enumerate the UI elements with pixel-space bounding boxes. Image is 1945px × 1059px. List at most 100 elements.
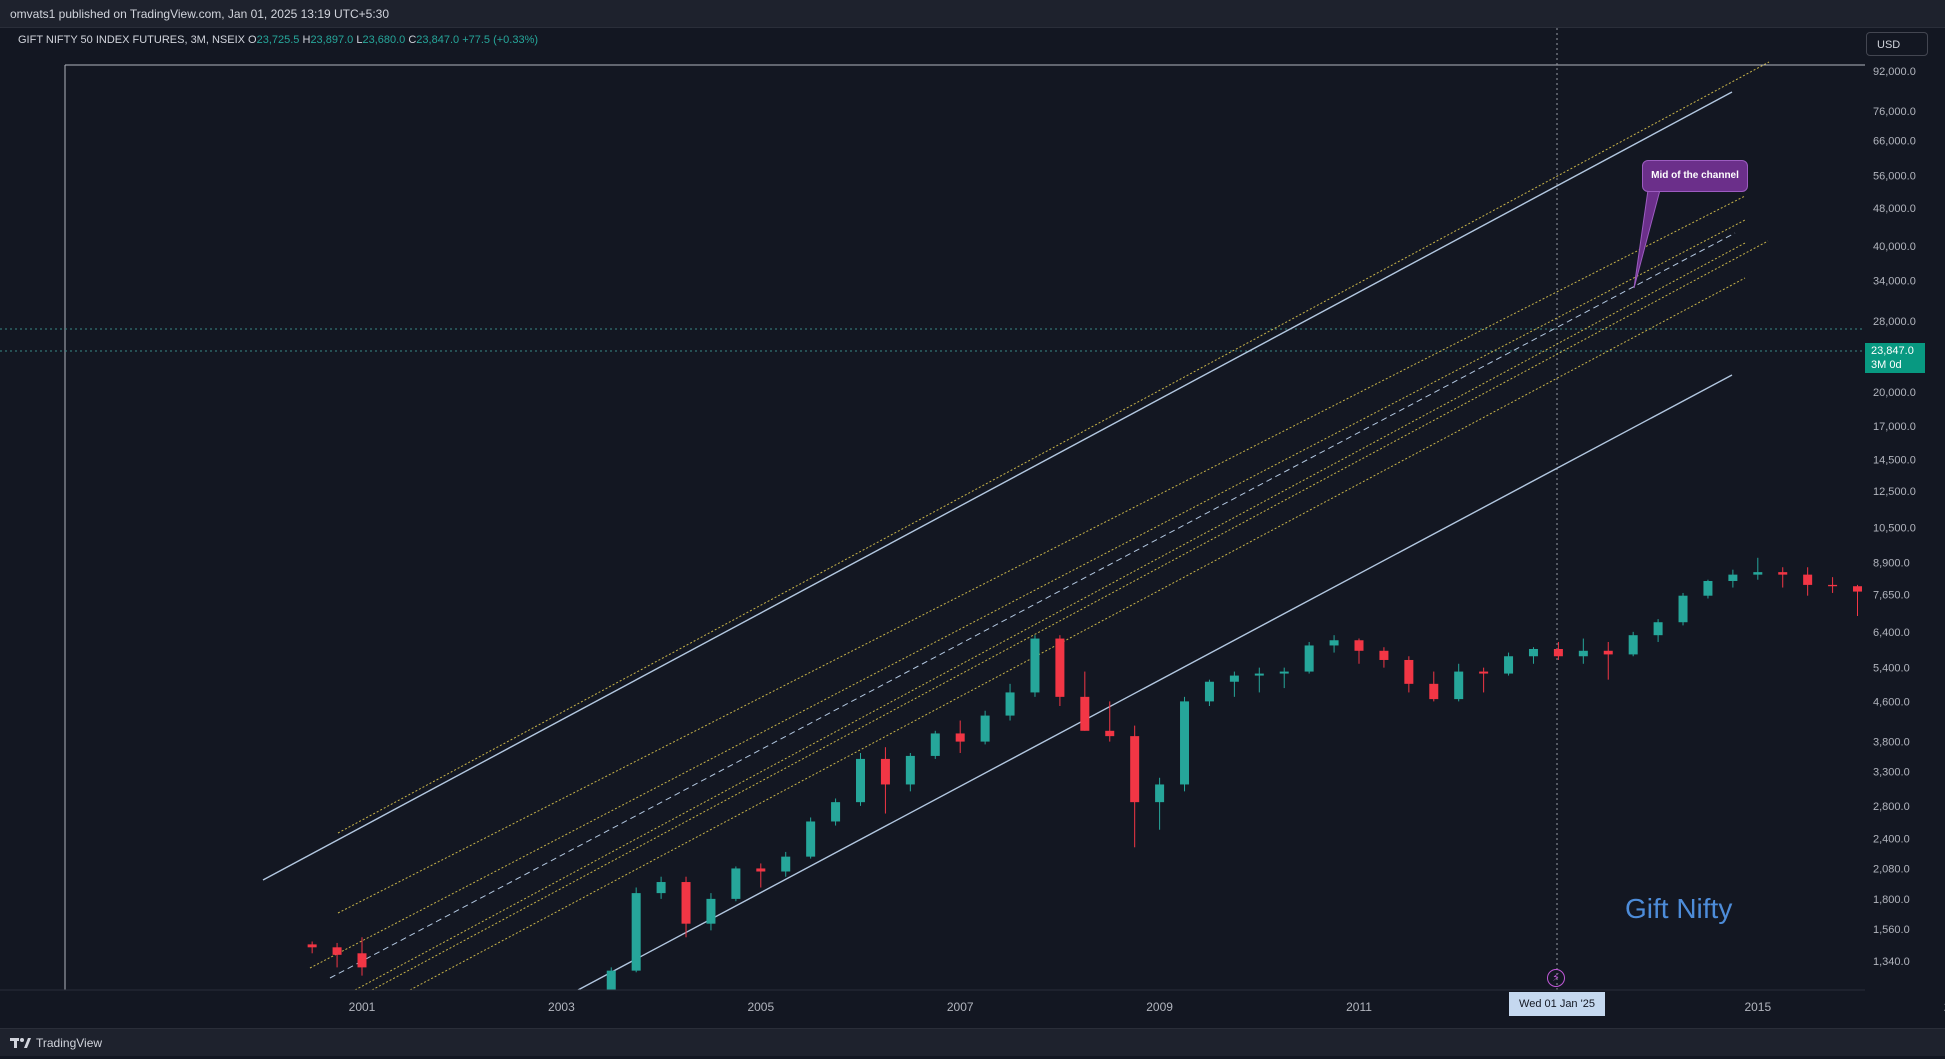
price-tick-label: 6,400.0	[1873, 627, 1910, 639]
channel-upper-outer-band	[337, 61, 1770, 834]
candle-body	[1180, 701, 1190, 785]
high-value: 23,897.0	[310, 34, 354, 46]
low-value: 23,680.0	[362, 34, 406, 46]
symbol-title: GIFT NIFTY 50 INDEX FUTURES, 3M, NSEIX	[18, 34, 245, 46]
time-tick-label: 2009	[1146, 1000, 1173, 1014]
candle	[1105, 701, 1115, 742]
candle-body	[1229, 675, 1239, 682]
candle-body	[1279, 671, 1289, 674]
candle-body	[1603, 650, 1613, 655]
candle-body	[756, 868, 766, 872]
price-tick-label: 66,000.0	[1873, 136, 1916, 148]
candle	[631, 887, 641, 973]
crosshair-date-label: Wed 01 Jan '25	[1509, 992, 1605, 1016]
price-tick-label: 10,500.0	[1873, 523, 1916, 535]
candle-body	[706, 898, 716, 924]
price-tick-label: 3,800.0	[1873, 737, 1910, 749]
chart-frame	[0, 28, 1865, 990]
price-tick-label: 28,000.0	[1873, 316, 1916, 328]
price-tick-label: 92,000.0	[1873, 66, 1916, 78]
candle	[756, 863, 766, 888]
footer-bar: TradingView	[0, 1028, 1945, 1056]
channel-upper-line	[262, 91, 1733, 881]
candle	[1005, 683, 1015, 721]
time-axis[interactable]: 2001200320052007200920112013201520172019…	[0, 989, 1945, 1028]
candle-body	[806, 821, 816, 857]
candle	[1254, 667, 1264, 693]
candle-body	[1703, 580, 1713, 596]
candle	[1080, 671, 1090, 731]
price-tick-label: 17,000.0	[1873, 421, 1916, 433]
time-tick-label: 2001	[349, 1000, 376, 1014]
published-text: omvats1 published on TradingView.com, Ja…	[10, 7, 390, 21]
candle-body	[856, 758, 865, 803]
candle-body	[1105, 730, 1115, 737]
candle-body	[955, 733, 965, 742]
candle-body	[781, 856, 791, 872]
candle-body	[332, 947, 342, 955]
candle-body	[1753, 572, 1763, 575]
candle	[1429, 671, 1439, 702]
candle	[1628, 631, 1638, 657]
candle	[1728, 569, 1738, 588]
price-tick-label: 40,000.0	[1873, 241, 1916, 253]
candle-body	[1354, 640, 1364, 651]
mid-channel-callout[interactable]: Mid of the channel	[1642, 160, 1748, 192]
price-tick-label: 56,000.0	[1873, 170, 1916, 182]
price-tick-label: 34,000.0	[1873, 275, 1916, 287]
time-tick-label: 2015	[1744, 1000, 1771, 1014]
candle-body	[307, 944, 317, 948]
price-tick-label: 1,340.0	[1873, 956, 1910, 968]
candle-body	[1504, 656, 1514, 674]
candle	[1379, 647, 1389, 668]
price-tick-label: 2,800.0	[1873, 801, 1910, 813]
candle	[1678, 592, 1688, 626]
candle-body	[357, 953, 367, 968]
candle-body	[980, 715, 990, 742]
candle-body	[1628, 635, 1638, 655]
candle-body	[1553, 648, 1563, 657]
candle-body	[631, 893, 641, 971]
regression-channel	[262, 61, 1770, 991]
candle	[806, 817, 816, 859]
overlays	[1633, 189, 1661, 289]
open-value: 23,725.5	[256, 34, 300, 46]
candle	[1853, 584, 1862, 617]
callout-pointer	[1633, 189, 1661, 289]
footer-brand: TradingView	[36, 1036, 103, 1050]
lightning-icon[interactable]: ⚡	[1547, 969, 1565, 987]
candle	[1778, 567, 1788, 588]
candle	[656, 876, 666, 899]
candle	[1204, 679, 1214, 707]
channel-lower-line	[577, 374, 1733, 991]
price-axis[interactable]: 92,000.0 76,000.0 66,000.0 56,000.0 48,000.0…	[1865, 28, 1945, 990]
price-axis-bg	[1865, 28, 1945, 990]
chart-area[interactable]: 92,000.0 76,000.0 66,000.0 56,000.0 48,000.0…	[0, 28, 1945, 1028]
price-tick-label: 3,300.0	[1873, 766, 1910, 778]
candle	[1130, 725, 1140, 848]
price-tick-label: 1,560.0	[1873, 924, 1910, 936]
candle	[1354, 638, 1364, 664]
current-price-value: 23,847.0	[1871, 345, 1914, 357]
price-tick-label: 8,900.0	[1873, 557, 1910, 569]
candle-body	[1454, 671, 1464, 700]
price-tick-label: 20,000.0	[1873, 387, 1916, 399]
price-tick-label: 12,500.0	[1873, 486, 1916, 498]
price-tick-label: 76,000.0	[1873, 106, 1916, 118]
candle-body	[656, 882, 666, 894]
candle-body	[1728, 574, 1738, 581]
tradingview-logo[interactable]: TradingView	[10, 1029, 102, 1057]
price-tick-label: 7,650.0	[1873, 589, 1910, 601]
candle-body	[1828, 584, 1838, 587]
candle-body	[606, 970, 616, 990]
price-tick-label: 2,400.0	[1873, 833, 1910, 845]
candle-body	[1578, 650, 1588, 657]
price-tick-label: 4,600.0	[1873, 696, 1910, 708]
currency-button[interactable]: USD	[1866, 32, 1928, 56]
candle-body	[1005, 692, 1015, 716]
time-tick-label: 2003	[548, 1000, 575, 1014]
candle	[681, 876, 691, 938]
candle	[1553, 641, 1563, 660]
candle	[856, 752, 865, 806]
channel-lower-inner-band	[354, 242, 1746, 991]
